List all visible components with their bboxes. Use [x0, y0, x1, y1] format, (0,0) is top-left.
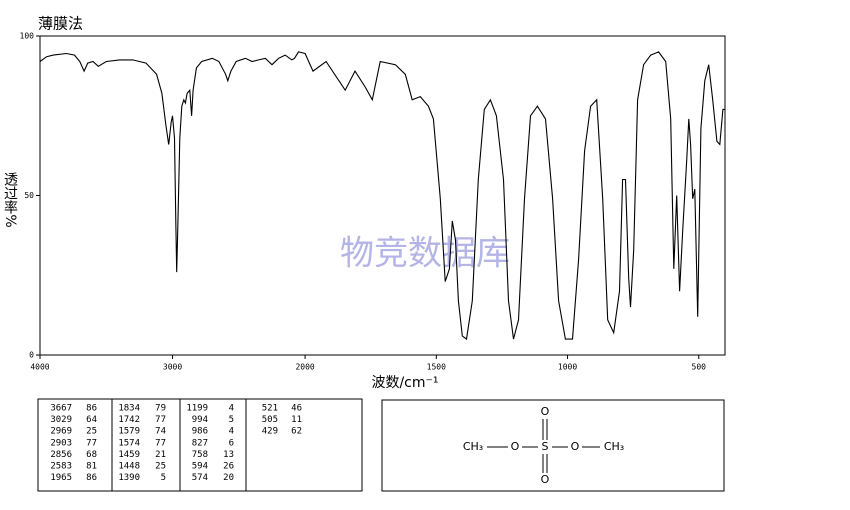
peak-table-frame	[37, 398, 363, 492]
table-cell: 1579	[118, 427, 140, 437]
x-tick-label: 1500	[427, 363, 446, 372]
table-cell: 21	[155, 450, 166, 460]
chart-title: 薄膜法	[38, 15, 83, 33]
x-tick-label: 500	[692, 363, 707, 372]
table-cell: 13	[223, 450, 234, 460]
table-cell: 74	[155, 427, 166, 437]
x-tick-label: 3000	[163, 363, 182, 372]
table-cell: 25	[86, 427, 97, 437]
table-cell: 1390	[118, 473, 140, 483]
table-cell: 1448	[118, 462, 140, 472]
atom: CH₃	[604, 440, 624, 453]
table-cell: 77	[86, 438, 97, 448]
table-cell: 25	[155, 462, 166, 472]
atom: O	[541, 473, 550, 486]
atom: S	[542, 440, 549, 453]
table-cell: 5	[161, 473, 166, 483]
table-cell: 2583	[50, 462, 72, 472]
table-cell: 758	[192, 450, 208, 460]
watermark: 物竞数据库	[340, 234, 510, 274]
x-tick-label: 4000	[30, 363, 49, 372]
atom: O	[511, 440, 520, 453]
table-cell: 79	[155, 404, 166, 414]
table-cell: 429	[262, 427, 278, 437]
table-cell: 2856	[50, 450, 72, 460]
x-axis-label: 波数/cm⁻¹	[371, 375, 438, 391]
x-tick-label: 1000	[558, 363, 577, 372]
table-cell: 86	[86, 473, 97, 483]
table-cell: 1574	[118, 438, 140, 448]
table-cell: 6	[229, 438, 234, 448]
table-cell: 81	[86, 462, 97, 472]
y-tick-label: 50	[24, 191, 34, 200]
spectrum-line	[39, 51, 725, 341]
table-cell: 64	[86, 415, 97, 425]
table-cell: 574	[192, 473, 208, 483]
table-cell: 994	[192, 415, 208, 425]
table-cell: 5	[229, 415, 234, 425]
table-cell: 1199	[186, 404, 208, 414]
table-cell: 1459	[118, 450, 140, 460]
atom: O	[571, 440, 580, 453]
y-axis-label: 透过率%	[2, 172, 18, 227]
table-cell: 3029	[50, 415, 72, 425]
atom: O	[541, 405, 550, 418]
table-cell: 62	[291, 427, 302, 437]
table-cell: 986	[192, 427, 208, 437]
table-cell: 1965	[50, 473, 72, 483]
table-cell: 2969	[50, 427, 72, 437]
table-cell: 46	[291, 404, 302, 414]
table-cell: 20	[223, 473, 234, 483]
table-cell: 505	[262, 415, 278, 425]
table-cell: 4	[229, 427, 234, 437]
table-cell: 3667	[50, 404, 72, 414]
structure-bonds	[487, 419, 600, 473]
structure-frame	[381, 399, 725, 492]
table-cell: 77	[155, 438, 166, 448]
table-cell: 4	[229, 404, 234, 414]
table-cell: 594	[192, 462, 208, 472]
table-cell: 68	[86, 450, 97, 460]
table-cell: 77	[155, 415, 166, 425]
table-cell: 2903	[50, 438, 72, 448]
table-cell: 521	[262, 404, 278, 414]
table-cell: 86	[86, 404, 97, 414]
atom: CH₃	[463, 440, 483, 453]
table-cell: 827	[192, 438, 208, 448]
table-cell: 11	[291, 415, 302, 425]
table-cell: 26	[223, 462, 234, 472]
y-tick-label: 100	[20, 32, 35, 41]
x-tick-label: 2000	[295, 363, 314, 372]
table-cell: 1742	[118, 415, 140, 425]
table-cell: 1834	[118, 404, 140, 414]
y-tick-label: 0	[29, 351, 34, 360]
